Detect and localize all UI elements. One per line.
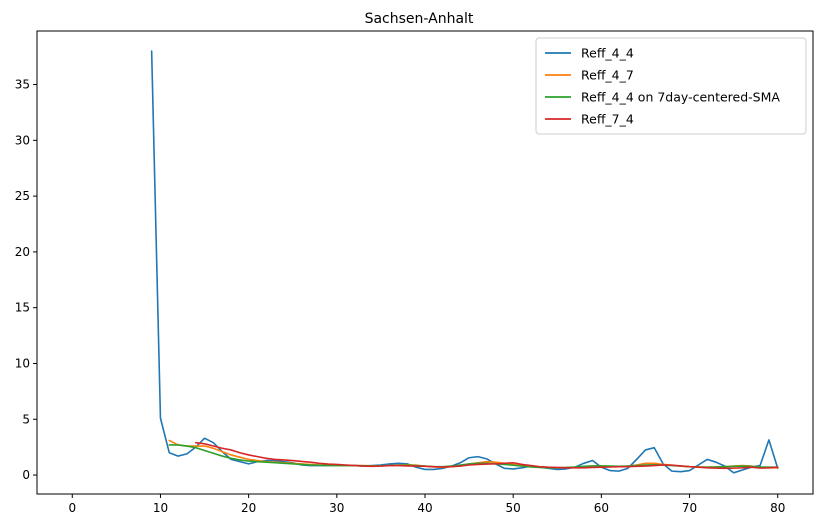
y-tick-label: 35 bbox=[15, 78, 30, 92]
y-tick-label: 25 bbox=[15, 189, 30, 203]
x-tick-label: 60 bbox=[594, 501, 609, 515]
x-tick-label: 70 bbox=[682, 501, 697, 515]
legend-label: Reff_4_4 bbox=[581, 46, 634, 61]
x-tick-label: 10 bbox=[153, 501, 168, 515]
legend-label: Reff_4_7 bbox=[581, 68, 634, 83]
x-tick-label: 40 bbox=[417, 501, 432, 515]
plot-lines bbox=[150, 50, 779, 474]
x-tick-label: 0 bbox=[68, 501, 76, 515]
x-tick-label: 80 bbox=[770, 501, 785, 515]
y-tick-label: 20 bbox=[15, 245, 30, 259]
y-tick-label: 30 bbox=[15, 133, 30, 147]
x-tick-label: 20 bbox=[241, 501, 256, 515]
y-tick-label: 0 bbox=[22, 468, 30, 482]
legend: Reff_4_4 Reff_4_7 Reff_4_4 on 7day-centere… bbox=[535, 37, 807, 135]
series-line-4 bbox=[194, 441, 779, 470]
y-tick-label: 5 bbox=[22, 412, 30, 426]
x-tick-label: 50 bbox=[506, 501, 521, 515]
x-axis: 0 10 20 30 40 50 60 70 80 bbox=[68, 494, 785, 515]
chart-title: Sachsen-Anhalt bbox=[365, 11, 474, 27]
legend-label: Reff_4_4 on 7day-centered-SMA bbox=[581, 90, 780, 105]
y-tick-label: 15 bbox=[15, 301, 30, 315]
legend-label: Reff_7_4 bbox=[581, 112, 634, 127]
y-tick-label: 10 bbox=[15, 356, 30, 370]
legend-box bbox=[535, 37, 807, 135]
y-axis: 0 5 10 15 20 25 30 35 bbox=[15, 78, 37, 482]
x-tick-label: 30 bbox=[329, 501, 344, 515]
